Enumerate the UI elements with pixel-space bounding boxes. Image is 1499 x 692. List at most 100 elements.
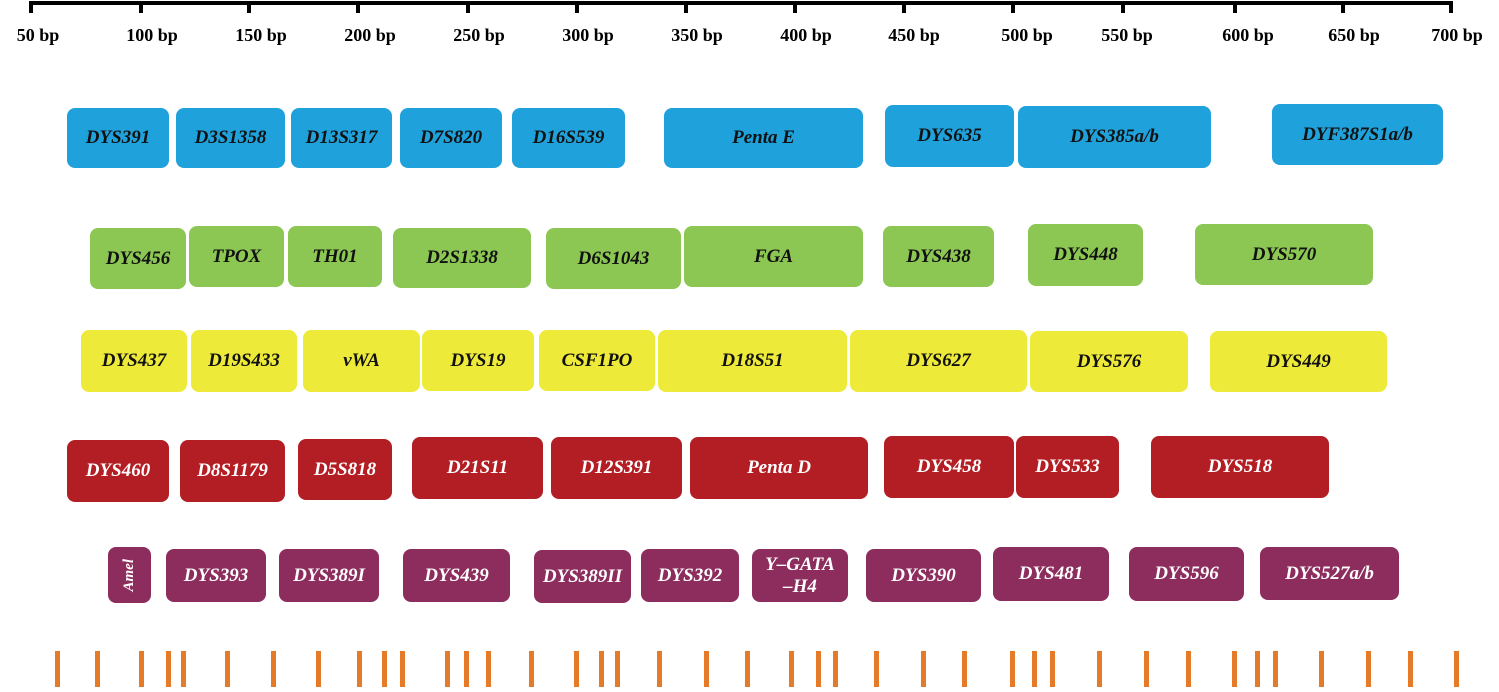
marker-box-d5s818: D5S818 (298, 439, 392, 500)
size-mark (382, 651, 387, 687)
marker-box-dys393: DYS393 (166, 549, 266, 602)
marker-label: DYS460 (85, 460, 151, 482)
marker-label: TH01 (312, 245, 358, 267)
marker-box-dys392: DYS392 (641, 549, 739, 602)
marker-label: DYS449 (1266, 350, 1331, 372)
marker-label: D8S1179 (197, 460, 268, 482)
marker-box-dys389ii: DYS389II (534, 550, 631, 603)
size-mark (1319, 651, 1324, 687)
marker-label: Penta D (747, 457, 811, 479)
size-mark (921, 651, 926, 687)
marker-box-dys390: DYS390 (866, 549, 981, 602)
size-mark (1255, 651, 1260, 687)
marker-label: DYS392 (657, 564, 723, 586)
marker-label: DYS19 (450, 349, 506, 371)
marker-box-vwa: vWA (303, 330, 420, 392)
marker-box-d6s1043: D6S1043 (546, 228, 681, 289)
size-mark (1010, 651, 1015, 687)
marker-label: DYS576 (1076, 350, 1142, 372)
marker-box-dys458: DYS458 (884, 436, 1014, 498)
marker-label: DYS438 (906, 245, 971, 267)
marker-label: DYS389I (293, 564, 365, 586)
marker-box-dys460: DYS460 (67, 440, 169, 502)
axis-tick-label: 400 bp (780, 25, 832, 45)
marker-box-d18s51: D18S51 (658, 330, 847, 392)
marker-box-d12s391: D12S391 (551, 437, 682, 499)
size-axis (29, 1, 1453, 13)
marker-box-dys389i: DYS389I (279, 549, 379, 602)
marker-label: CSF1PO (561, 349, 633, 371)
size-mark (962, 651, 967, 687)
marker-label: FGA (753, 245, 794, 267)
marker-box-d2s1338: D2S1338 (393, 228, 531, 288)
marker-label: DYS393 (183, 564, 249, 586)
marker-label: DYS518 (1207, 456, 1273, 478)
size-mark (1232, 651, 1237, 687)
size-mark (529, 651, 534, 687)
marker-label: DYS627 (906, 350, 971, 372)
size-mark (225, 651, 230, 687)
marker-label: DYS596 (1154, 563, 1219, 585)
marker-label: D12S391 (580, 457, 653, 479)
size-mark (486, 651, 491, 687)
size-mark (1186, 651, 1191, 687)
axis-tick-label: 150 bp (235, 25, 287, 45)
marker-box-dys385a-b: DYS385a/b (1018, 106, 1211, 168)
marker-box-dys19: DYS19 (422, 330, 534, 391)
axis-tick-label: 550 bp (1101, 25, 1153, 45)
size-mark (615, 651, 620, 687)
marker-label: DYS389II (542, 565, 623, 587)
size-mark (1050, 651, 1055, 687)
marker-label: D21S11 (446, 457, 509, 479)
marker-box-dys533: DYS533 (1016, 436, 1119, 498)
marker-box-d13s317: D13S317 (291, 108, 392, 168)
marker-box-dyf387s1a-b: DYF387S1a/b (1272, 104, 1443, 165)
axis-tick-label: 600 bp (1222, 25, 1274, 45)
size-mark (139, 651, 144, 687)
size-mark (95, 651, 100, 687)
axis-tick-label: 700 bp (1431, 25, 1483, 45)
size-mark (1408, 651, 1413, 687)
marker-label: DYS635 (917, 125, 982, 147)
size-mark (816, 651, 821, 687)
marker-box-dys439: DYS439 (403, 549, 510, 602)
axis-tick-label: 250 bp (453, 25, 505, 45)
axis-tick-label: 200 bp (344, 25, 396, 45)
marker-label: DYF387S1a/b (1302, 123, 1413, 145)
marker-box-dys481: DYS481 (993, 547, 1109, 601)
marker-label: D3S1358 (194, 127, 267, 149)
marker-box-dys527a-b: DYS527a/b (1260, 547, 1399, 600)
size-mark (745, 651, 750, 687)
size-mark (181, 651, 186, 687)
marker-box-fga: FGA (684, 226, 863, 287)
marker-label: D2S1338 (426, 247, 498, 269)
size-mark (574, 651, 579, 687)
size-mark (874, 651, 879, 687)
marker-box-y-gata-h4: Y–GATA –H4 (752, 549, 848, 602)
axis-tick-label: 100 bp (126, 25, 178, 45)
axis-tick-label: 50 bp (16, 25, 60, 45)
marker-label: DYS527a/b (1285, 562, 1374, 584)
marker-box-d21s11: D21S11 (412, 437, 543, 499)
marker-label: DYS391 (85, 127, 151, 149)
marker-box-d19s433: D19S433 (191, 330, 297, 392)
marker-label: vWA (343, 350, 380, 372)
marker-label: DYS570 (1251, 243, 1317, 265)
axis-tick-label: 500 bp (1001, 25, 1053, 45)
marker-box-penta-d: Penta D (690, 437, 868, 499)
size-mark (55, 651, 60, 687)
marker-box-dys448: DYS448 (1028, 224, 1143, 286)
size-mark (271, 651, 276, 687)
marker-box-dys438: DYS438 (883, 226, 994, 287)
marker-box-tpox: TPOX (189, 226, 284, 287)
size-mark (445, 651, 450, 687)
marker-label: D19S433 (208, 350, 280, 372)
marker-label: D7S820 (419, 127, 483, 149)
marker-box-csf1po: CSF1PO (539, 330, 655, 391)
size-mark (833, 651, 838, 687)
axis-tick-label: 650 bp (1328, 25, 1380, 45)
marker-label: DYS437 (101, 350, 167, 372)
marker-box-dys391: DYS391 (67, 108, 169, 168)
marker-box-dys635: DYS635 (885, 105, 1014, 167)
marker-label: D6S1043 (577, 247, 650, 269)
